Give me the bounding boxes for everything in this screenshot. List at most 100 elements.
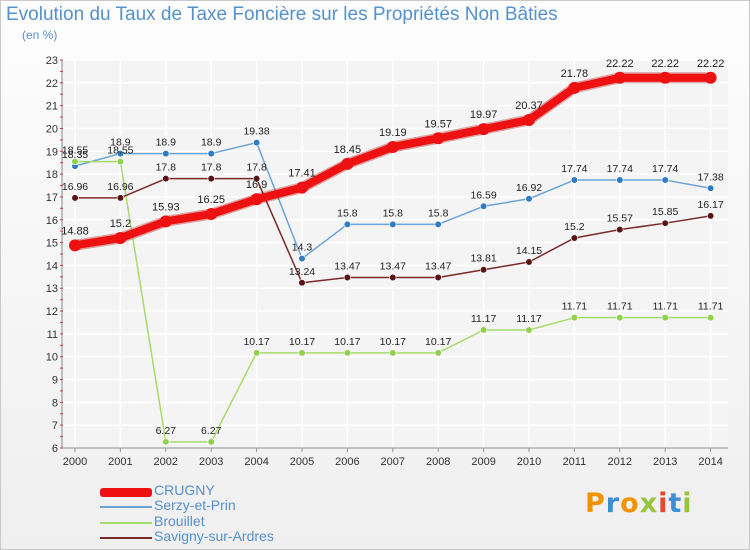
data-label-savigny-sur-ardres: 13.24 xyxy=(289,266,315,278)
point-brouillet xyxy=(525,326,533,334)
series-lines xyxy=(69,71,717,446)
legend-swatch-serzy xyxy=(100,506,152,508)
data-label-savigny-sur-ardres: 13.47 xyxy=(380,261,406,273)
point-brouillet xyxy=(116,157,124,166)
point-serzy-et-prin xyxy=(706,184,715,192)
data-label-savigny-sur-ardres: 17.8 xyxy=(201,162,222,174)
point-crugny xyxy=(432,132,445,145)
data-label-savigny-sur-ardres: 14.15 xyxy=(516,245,542,257)
data-label-serzy-et-prin: 15.8 xyxy=(383,207,404,219)
data-label-brouillet: 18.55 xyxy=(62,145,88,157)
y-tick-label: 14 xyxy=(46,260,58,272)
point-serzy-et-prin xyxy=(570,176,579,184)
x-tick-label: 2009 xyxy=(471,456,495,468)
point-savigny-sur-ardres xyxy=(71,194,79,202)
point-crugny xyxy=(159,215,172,228)
legend: CRUGNY Serzy-et-Prin Brouillet Savigny-s… xyxy=(100,482,360,545)
legend-item-savigny: Savigny-sur-Ardres xyxy=(100,528,360,545)
data-label-brouillet: 11.17 xyxy=(471,313,497,325)
point-brouillet xyxy=(661,314,669,322)
data-label-savigny-sur-ardres: 15.85 xyxy=(652,206,678,218)
point-crugny xyxy=(568,81,581,94)
data-label-brouillet: 10.17 xyxy=(289,336,315,348)
data-label-serzy-et-prin: 17.38 xyxy=(697,171,723,183)
point-brouillet xyxy=(389,349,397,357)
data-label-crugny: 16.25 xyxy=(197,194,225,206)
y-tick-label: 19 xyxy=(46,146,58,158)
point-crugny xyxy=(114,232,127,245)
point-crugny xyxy=(613,71,626,84)
proxiti-logo: Proxiti xyxy=(585,488,693,519)
point-crugny xyxy=(477,123,490,136)
point-brouillet xyxy=(162,438,170,446)
data-label-savigny-sur-ardres: 16.96 xyxy=(107,181,133,193)
point-brouillet xyxy=(706,314,715,322)
y-tick-label: 6 xyxy=(52,443,58,455)
chart-unit: (en %) xyxy=(22,28,58,42)
point-crugny xyxy=(69,239,81,252)
data-label-crugny: 19.57 xyxy=(424,118,452,130)
point-savigny-sur-ardres xyxy=(253,175,261,183)
logo-letter: P xyxy=(585,488,606,519)
x-tick-label: 2008 xyxy=(426,456,450,468)
y-tick-label: 20 xyxy=(46,123,58,135)
data-label-savigny-sur-ardres: 17.8 xyxy=(246,162,267,174)
y-tick-label: 23 xyxy=(46,55,58,67)
legend-swatch-crugny xyxy=(100,488,152,497)
y-tick-label: 7 xyxy=(52,420,58,432)
chart-title: Evolution du Taux de Taxe Foncière sur l… xyxy=(6,4,558,25)
data-label-serzy-et-prin: 18.9 xyxy=(201,137,222,149)
point-brouillet xyxy=(71,157,79,166)
data-label-serzy-et-prin: 15.8 xyxy=(428,207,449,219)
point-serzy-et-prin xyxy=(480,202,488,210)
data-label-brouillet: 11.17 xyxy=(516,313,542,325)
legend-label-brouillet: Brouillet xyxy=(154,513,205,529)
point-savigny-sur-ardres xyxy=(661,219,669,227)
point-serzy-et-prin xyxy=(162,149,170,158)
y-tick-label: 12 xyxy=(46,306,58,318)
y-tick-label: 21 xyxy=(46,101,58,113)
point-serzy-et-prin xyxy=(253,139,261,147)
point-savigny-sur-ardres xyxy=(389,273,397,282)
y-tick-label: 8 xyxy=(52,397,58,409)
x-tick-label: 2006 xyxy=(335,456,359,468)
point-savigny-sur-ardres xyxy=(525,258,533,266)
point-crugny xyxy=(659,71,672,84)
data-label-serzy-et-prin: 18.9 xyxy=(156,137,177,149)
data-label-brouillet: 11.71 xyxy=(698,301,724,313)
x-tick-label: 2014 xyxy=(698,456,722,468)
point-crugny xyxy=(205,208,218,221)
data-label-brouillet: 6.27 xyxy=(156,425,177,437)
legend-item-crugny: CRUGNY xyxy=(100,482,360,499)
data-label-savigny-sur-ardres: 13.81 xyxy=(470,253,496,265)
data-label-crugny: 18.45 xyxy=(334,144,362,156)
data-label-serzy-et-prin: 15.8 xyxy=(337,207,358,219)
data-label-crugny: 15.2 xyxy=(110,218,131,230)
point-serzy-et-prin xyxy=(616,176,624,184)
data-label-savigny-sur-ardres: 13.47 xyxy=(425,261,451,273)
point-crugny xyxy=(296,181,308,194)
logo-letter: i xyxy=(682,488,693,519)
data-label-crugny: 15.93 xyxy=(152,201,180,213)
data-labels: 18.35 18.9 18.9 18.9 19.38 14.3 15.8 15.8 15.8 16… xyxy=(61,58,724,437)
point-savigny-sur-ardres xyxy=(207,175,215,183)
data-label-savigny-sur-ardres: 15.2 xyxy=(564,221,585,233)
data-label-serzy-et-prin: 18.35 xyxy=(62,149,88,161)
point-serzy-et-prin xyxy=(298,254,306,263)
data-label-brouillet: 10.17 xyxy=(380,336,406,348)
logo-letter: x xyxy=(639,488,659,519)
x-tick-label: 2000 xyxy=(63,456,87,468)
point-savigny-sur-ardres xyxy=(343,273,352,282)
y-tick-label: 10 xyxy=(46,352,58,364)
x-tick-label: 2012 xyxy=(608,456,632,468)
point-savigny-sur-ardres xyxy=(434,273,442,282)
data-label-serzy-et-prin: 17.74 xyxy=(561,163,587,175)
data-label-crugny: 19.19 xyxy=(379,127,407,139)
x-tick-label: 2004 xyxy=(244,456,268,468)
data-label-serzy-et-prin: 17.74 xyxy=(652,163,678,175)
point-brouillet xyxy=(570,314,579,322)
point-savigny-sur-ardres xyxy=(616,225,624,234)
legend-label-savigny: Savigny-sur-Ardres xyxy=(154,528,274,544)
point-savigny-sur-ardres xyxy=(298,279,306,287)
